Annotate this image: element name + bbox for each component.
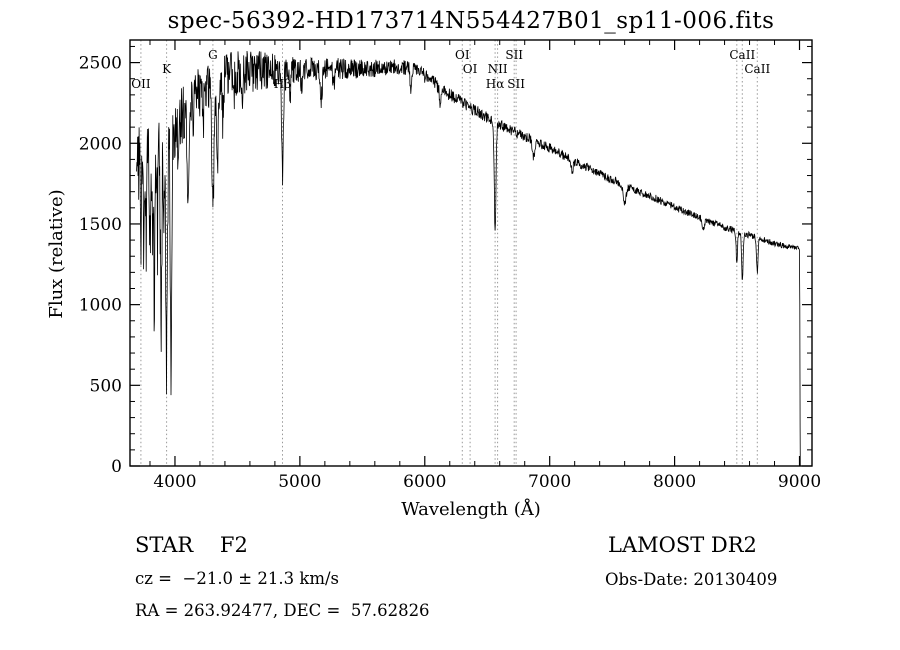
plot-title: spec-56392-HD173714N554427B01_sp11-006.f…: [167, 8, 775, 34]
y-axis-label: Flux (relative): [46, 189, 67, 319]
spectral-line-label: CaII: [744, 62, 770, 76]
x-tick-label: 9000: [778, 472, 821, 492]
x-tick-label: 8000: [653, 472, 696, 492]
spectral-line-label: OI: [463, 62, 478, 76]
x-axis-label: Wavelength (Å): [401, 499, 541, 520]
y-tick-label: 2500: [79, 54, 122, 74]
y-tick-label: 0: [111, 457, 122, 477]
ra-dec-text: RA = 263.92477, DEC = 57.62826: [135, 601, 430, 620]
spectral-line-label: OI: [455, 48, 470, 62]
survey-release-text: LAMOST DR2: [608, 533, 757, 557]
y-tick-label: 500: [90, 376, 122, 396]
x-tick-label: 7000: [528, 472, 571, 492]
x-tick-label: 6000: [403, 472, 446, 492]
object-class-text: STAR F2: [135, 533, 248, 557]
x-tick-label: 4000: [153, 472, 196, 492]
y-tick-label: 2000: [79, 134, 122, 154]
spectral-line-label: Hα: [486, 77, 505, 91]
spectral-line-label: G: [208, 48, 218, 62]
spectral-line-label: Hβ: [274, 77, 291, 91]
y-tick-label: 1000: [79, 296, 122, 316]
spectral-line-label: NII: [488, 62, 508, 76]
spectrum-line: [136, 50, 801, 467]
spectral-line-label: K: [162, 62, 172, 76]
plot-frame: [129, 39, 813, 467]
spectral-line-label: SII: [505, 48, 523, 62]
spectral-line-label: CaII: [729, 48, 755, 62]
spectral-line-label: OII: [131, 77, 151, 91]
obs-date-text: Obs-Date: 20130409: [605, 570, 778, 589]
radial-velocity-text: cz = −21.0 ± 21.3 km/s: [135, 569, 340, 588]
y-tick-label: 1500: [79, 215, 122, 235]
spectral-line-label: SII: [507, 77, 525, 91]
x-tick-label: 5000: [278, 472, 321, 492]
